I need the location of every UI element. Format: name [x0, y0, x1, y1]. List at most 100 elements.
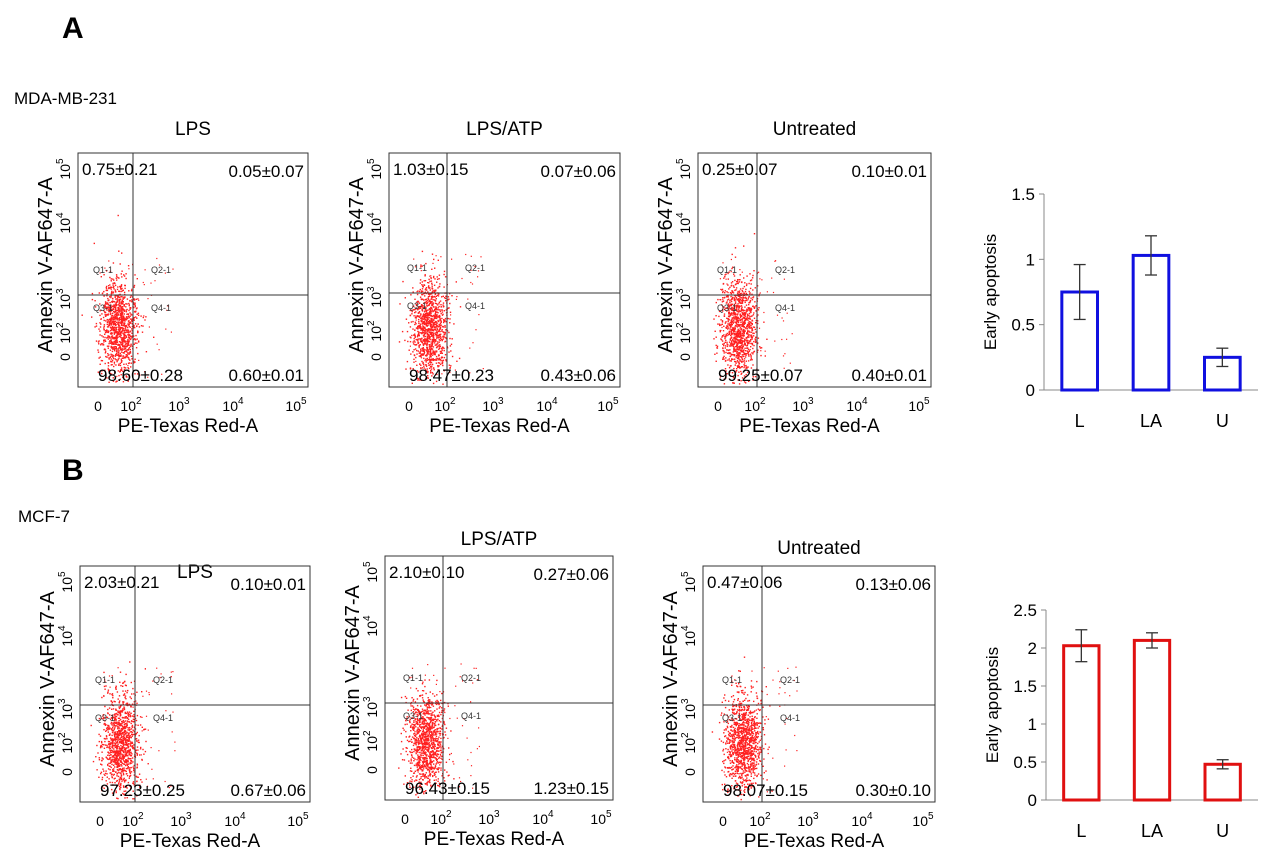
- panel-letter: A: [62, 12, 84, 45]
- x-tick-label: 103: [797, 811, 819, 829]
- x-tick-label: 105: [285, 396, 307, 414]
- x-axis-label: PE-Texas Red-A: [739, 416, 880, 437]
- flow-plot-title: LPS/ATP: [466, 119, 543, 140]
- error-bar-u: [1216, 759, 1229, 770]
- scatter-cloud: [398, 250, 484, 385]
- y-tick-label: 105: [55, 158, 73, 180]
- x-tick-label: 102: [120, 396, 142, 414]
- x-axis-label: PE-Texas Red-A: [429, 416, 570, 437]
- x-axis-label: PE-Texas Red-A: [424, 829, 565, 850]
- y-tick-label: 0: [57, 353, 73, 361]
- gate-label-q4: Q4-1: [151, 303, 171, 313]
- y-axis-label: Annexin V-AF647-A: [660, 591, 682, 767]
- quadrant-value-lower-left: 98.60±0.28: [98, 366, 183, 385]
- bar-y-tick-label: 1: [1026, 250, 1035, 269]
- y-tick-label: 105: [366, 158, 384, 180]
- y-tick-label: 102: [55, 322, 73, 344]
- scatter-cloud: [713, 233, 793, 385]
- gate-label-q4: Q4-1: [775, 303, 795, 313]
- bar-category-label: U: [1216, 821, 1229, 841]
- x-axis-label: PE-Texas Red-A: [120, 831, 261, 852]
- gate-label-q3: Q3-1: [722, 713, 742, 723]
- gate-label-q1: Q1-1: [93, 265, 113, 275]
- y-tick-label: 0: [677, 353, 693, 361]
- x-tick-label: 104: [222, 396, 244, 414]
- quadrant-value-upper-left: 2.10±0.10: [389, 563, 465, 582]
- bar-l: [1062, 644, 1101, 802]
- gate-label-q3: Q3-1: [93, 303, 113, 313]
- panel-a: A MDA-MB-231 LPS Q1-1 Q2-1 Q3-1 Q4-1 0.75±0.21 0…: [14, 12, 1258, 437]
- y-tick-label: 103: [680, 698, 698, 720]
- x-tick-label: 105: [287, 811, 309, 829]
- error-bar-l: [1073, 263, 1086, 321]
- scatter-cloud: [81, 214, 174, 383]
- quadrant-value-lower-left: 98.47±0.23: [409, 366, 494, 385]
- plot-frame: [697, 152, 932, 388]
- quadrant-value-upper-left: 1.03±0.15: [393, 160, 469, 179]
- y-tick-label: 104: [55, 212, 73, 234]
- quadrant-value-upper-right: 0.10±0.01: [851, 162, 927, 181]
- gate-label-q3: Q3-1: [717, 303, 737, 313]
- flow-plot-untreated: Untreated Q1-1 Q2-1 Q3-1 Q4-1 0.25±0.07 0.10±0…: [655, 119, 932, 437]
- bar-y-tick-label: 0.5: [1013, 753, 1037, 772]
- bar-y-tick-label: 1.5: [1011, 185, 1035, 204]
- panel-b: B MCF-7 LPS Q1-1 Q2-1 Q3-1 Q4-1 2.03±0.21 0.10±0…: [18, 454, 1258, 852]
- bar-y-axis-label: Early apoptosis: [981, 234, 1000, 350]
- x-tick-label: 102: [749, 811, 771, 829]
- gate-label-q1: Q1-1: [403, 673, 423, 683]
- gate-label-q4: Q4-1: [780, 713, 800, 723]
- y-tick-label: 104: [57, 625, 75, 647]
- x-tick-label: 102: [122, 811, 144, 829]
- quadrant-value-upper-right: 0.13±0.06: [855, 575, 931, 594]
- y-axis-label: Annexin V-AF647-A: [655, 177, 677, 353]
- x-tick-label: 0: [719, 813, 727, 829]
- bar-category-label: LA: [1140, 411, 1162, 431]
- y-tick-label: 0: [364, 766, 380, 774]
- x-tick-label: 103: [482, 396, 504, 414]
- gate-label-q2: Q2-1: [780, 675, 800, 685]
- gate-label-q2: Q2-1: [465, 263, 485, 273]
- bar-y-axis-label: Early apoptosis: [983, 647, 1002, 763]
- quadrant-value-upper-left: 0.47±0.06: [707, 573, 783, 592]
- y-axis-label: Annexin V-AF647-A: [346, 177, 368, 353]
- error-bar-la: [1145, 235, 1157, 276]
- x-tick-label: 104: [846, 396, 868, 414]
- quadrant-value-lower-right: 0.67±0.06: [230, 781, 306, 800]
- y-tick-label: 104: [680, 625, 698, 647]
- y-tick-label: 103: [675, 288, 693, 310]
- flow-plot-lps-atp: LPS/ATP Q1-1 Q2-1 Q3-1 Q4-1 1.03±0.15 0.07±0.0…: [346, 119, 621, 437]
- flow-plot-title: LPS/ATP: [461, 529, 538, 550]
- bar-chart-b: 0 0.5 1 1.5 2 2.5 Early apoptosis L LA U: [983, 601, 1258, 841]
- flow-plot-title: LPS: [177, 562, 213, 583]
- plot-frame: [702, 565, 936, 803]
- x-axis-label: PE-Texas Red-A: [744, 831, 885, 852]
- y-axis-label: Annexin V-AF647-A: [342, 585, 364, 761]
- bar-y-tick-label: 1: [1028, 715, 1037, 734]
- flow-plot-lps-atp: LPS/ATP Q1-1 Q2-1 Q3-1 Q4-1 2.10±0.10 0.27±0.0…: [342, 529, 614, 850]
- bar-category-label: U: [1216, 411, 1229, 431]
- x-tick-label: 105: [590, 809, 612, 827]
- plot-frame: [79, 565, 311, 803]
- bar-y-tick-label: 2: [1028, 639, 1037, 658]
- flow-plot-lps: LPS Q1-1 Q2-1 Q3-1 Q4-1 0.75±0.21 0.05±0.07 98.…: [35, 119, 309, 437]
- quadrant-value-lower-right: 1.23±0.15: [533, 779, 609, 798]
- y-axis-label: Annexin V-AF647-A: [35, 177, 57, 353]
- y-tick-label: 102: [675, 322, 693, 344]
- quadrant-value-lower-right: 0.43±0.06: [540, 366, 616, 385]
- y-tick-label: 103: [362, 696, 380, 718]
- plot-frame: [77, 152, 309, 388]
- x-tick-label: 0: [405, 398, 413, 414]
- x-tick-label: 105: [597, 396, 619, 414]
- flow-plot-title: Untreated: [777, 538, 860, 559]
- y-tick-label: 0: [59, 768, 75, 776]
- cell-line-label: MDA-MB-231: [14, 89, 117, 108]
- y-tick-label: 104: [362, 615, 380, 637]
- bar-y-tick-label: 0: [1028, 791, 1037, 810]
- gate-label-q4: Q4-1: [465, 301, 485, 311]
- quadrant-value-upper-left: 0.25±0.07: [702, 160, 778, 179]
- x-tick-label: 0: [94, 398, 102, 414]
- bar-category-label: L: [1075, 411, 1085, 431]
- x-tick-label: 103: [168, 396, 190, 414]
- bar-y-tick-label: 1.5: [1013, 677, 1037, 696]
- plot-frame: [384, 555, 614, 801]
